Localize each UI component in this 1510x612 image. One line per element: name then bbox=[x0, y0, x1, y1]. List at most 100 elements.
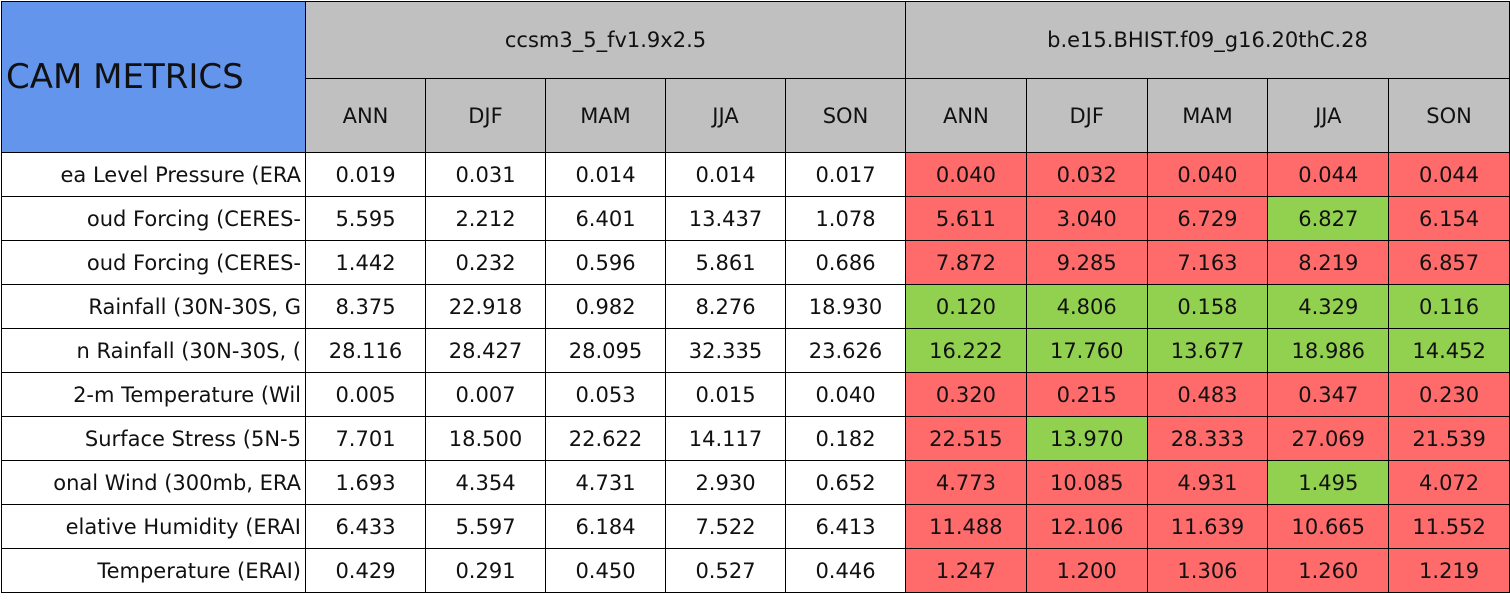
data-row: oud Forcing (CERES- 5.595 2.212 6.401 13.437… bbox=[1, 196, 1510, 241]
metric-cell: 5.597 bbox=[425, 504, 546, 549]
row-label: Surface Stress (5N-5 bbox=[1, 416, 306, 461]
row-label: onal Wind (300mb, ERA bbox=[1, 460, 306, 505]
metric-cell: 18.930 bbox=[785, 284, 906, 329]
metric-cell: 28.116 bbox=[305, 328, 426, 373]
metric-cell: 0.040 bbox=[1146, 152, 1269, 197]
metric-cell: 3.040 bbox=[1025, 196, 1148, 241]
group-header: b.e15.BHIST.f09_g16.20thC.28 bbox=[905, 1, 1510, 79]
metric-cell: 4.354 bbox=[425, 460, 546, 505]
metric-cell: 11.488 bbox=[905, 504, 1027, 549]
metric-cell: 0.686 bbox=[785, 240, 906, 285]
row-label: n Rainfall (30N-30S, ( bbox=[1, 328, 306, 373]
table-title: CAM METRICS bbox=[1, 1, 306, 153]
metric-cell: 6.154 bbox=[1388, 196, 1510, 241]
metric-cell: 0.120 bbox=[905, 284, 1027, 329]
metric-cell: 1.306 bbox=[1146, 548, 1269, 593]
metric-cell: 0.032 bbox=[1025, 152, 1148, 197]
row-label: oud Forcing (CERES- bbox=[1, 196, 306, 241]
metric-cell: 1.078 bbox=[785, 196, 906, 241]
metric-cell: 0.652 bbox=[785, 460, 906, 505]
metric-cell: 11.639 bbox=[1146, 504, 1269, 549]
season-header: DJF bbox=[425, 78, 546, 153]
data-row: 2-m Temperature (Wil 0.005 0.007 0.053 0.015… bbox=[1, 372, 1510, 417]
metric-cell: 7.701 bbox=[305, 416, 426, 461]
metric-cell: 4.329 bbox=[1267, 284, 1390, 329]
metric-cell: 18.986 bbox=[1267, 328, 1390, 373]
metric-cell: 13.677 bbox=[1146, 328, 1269, 373]
metric-cell: 0.015 bbox=[665, 372, 786, 417]
metric-cell: 0.596 bbox=[545, 240, 666, 285]
metric-cell: 0.291 bbox=[425, 548, 546, 593]
data-row: Temperature (ERAI) 0.429 0.291 0.450 0.527 0.… bbox=[1, 548, 1510, 593]
metric-cell: 2.930 bbox=[665, 460, 786, 505]
metric-cell: 0.450 bbox=[545, 548, 666, 593]
metric-cell: 0.044 bbox=[1267, 152, 1390, 197]
metric-cell: 0.182 bbox=[785, 416, 906, 461]
row-label: oud Forcing (CERES- bbox=[1, 240, 306, 285]
metric-cell: 8.375 bbox=[305, 284, 426, 329]
metric-cell: 32.335 bbox=[665, 328, 786, 373]
metric-cell: 5.861 bbox=[665, 240, 786, 285]
data-row: Surface Stress (5N-5 7.701 18.500 22.622 14.… bbox=[1, 416, 1510, 461]
metric-cell: 7.872 bbox=[905, 240, 1027, 285]
metric-cell: 0.446 bbox=[785, 548, 906, 593]
metric-cell: 28.333 bbox=[1146, 416, 1269, 461]
data-row: elative Humidity (ERAI 6.433 5.597 6.184 7.5… bbox=[1, 504, 1510, 549]
metric-cell: 0.230 bbox=[1388, 372, 1510, 417]
row-label: 2-m Temperature (Wil bbox=[1, 372, 306, 417]
row-label: ea Level Pressure (ERA bbox=[1, 152, 306, 197]
metric-cell: 6.857 bbox=[1388, 240, 1510, 285]
metric-cell: 12.106 bbox=[1025, 504, 1148, 549]
season-header: DJF bbox=[1025, 78, 1148, 153]
data-row: ea Level Pressure (ERA 0.019 0.031 0.014 0.0… bbox=[1, 152, 1510, 197]
metric-cell: 0.044 bbox=[1388, 152, 1510, 197]
metric-cell: 6.433 bbox=[305, 504, 426, 549]
season-header: ANN bbox=[305, 78, 426, 153]
metric-cell: 0.215 bbox=[1025, 372, 1148, 417]
season-header: ANN bbox=[905, 78, 1027, 153]
data-row: n Rainfall (30N-30S, (28.116 28.427 28.095… bbox=[1, 328, 1510, 373]
season-header: JJA bbox=[1267, 78, 1390, 153]
season-header: SON bbox=[785, 78, 906, 153]
metric-cell: 1.495 bbox=[1267, 460, 1390, 505]
metric-cell: 21.539 bbox=[1388, 416, 1510, 461]
metric-cell: 11.552 bbox=[1388, 504, 1510, 549]
metric-cell: 16.222 bbox=[905, 328, 1027, 373]
metric-cell: 0.158 bbox=[1146, 284, 1269, 329]
metric-cell: 8.276 bbox=[665, 284, 786, 329]
metric-cell: 0.040 bbox=[905, 152, 1027, 197]
metric-cell: 4.731 bbox=[545, 460, 666, 505]
metric-cell: 0.014 bbox=[545, 152, 666, 197]
header-row: CAM METRICS ccsm3_5_fv1.9x2.5 b.e15.BHIS… bbox=[1, 1, 1510, 153]
season-header: MAM bbox=[1146, 78, 1269, 153]
row-label: Temperature (ERAI) bbox=[1, 548, 306, 593]
metric-cell: 23.626 bbox=[785, 328, 906, 373]
metric-cell: 1.442 bbox=[305, 240, 426, 285]
metric-cell: 13.437 bbox=[665, 196, 786, 241]
metric-cell: 0.019 bbox=[305, 152, 426, 197]
data-row: Rainfall (30N-30S, G 8.375 22.918 0.982 8.27… bbox=[1, 284, 1510, 329]
metric-cell: 0.347 bbox=[1267, 372, 1390, 417]
metric-cell: 9.285 bbox=[1025, 240, 1148, 285]
metric-cell: 6.401 bbox=[545, 196, 666, 241]
metric-cell: 0.014 bbox=[665, 152, 786, 197]
metric-cell: 7.522 bbox=[665, 504, 786, 549]
metric-cell: 0.320 bbox=[905, 372, 1027, 417]
group-header: ccsm3_5_fv1.9x2.5 bbox=[305, 1, 906, 79]
season-row: ANN DJF MAM JJA SON ANN DJF MAM JJA SON bbox=[2, 78, 1510, 153]
metric-cell: 28.095 bbox=[545, 328, 666, 373]
metric-cell: 0.005 bbox=[305, 372, 426, 417]
metric-cell: 1.260 bbox=[1267, 548, 1390, 593]
metric-cell: 1.219 bbox=[1388, 548, 1510, 593]
metric-cell: 10.665 bbox=[1267, 504, 1390, 549]
metric-cell: 14.452 bbox=[1388, 328, 1510, 373]
metric-cell: 6.827 bbox=[1267, 196, 1390, 241]
data-row: onal Wind (300mb, ERA 1.693 4.354 4.731 2.93… bbox=[1, 460, 1510, 505]
metric-cell: 0.040 bbox=[785, 372, 906, 417]
metric-cell: 6.413 bbox=[785, 504, 906, 549]
metric-cell: 17.760 bbox=[1025, 328, 1148, 373]
metric-cell: 8.219 bbox=[1267, 240, 1390, 285]
metric-cell: 4.072 bbox=[1388, 460, 1510, 505]
metric-cell: 0.483 bbox=[1146, 372, 1269, 417]
